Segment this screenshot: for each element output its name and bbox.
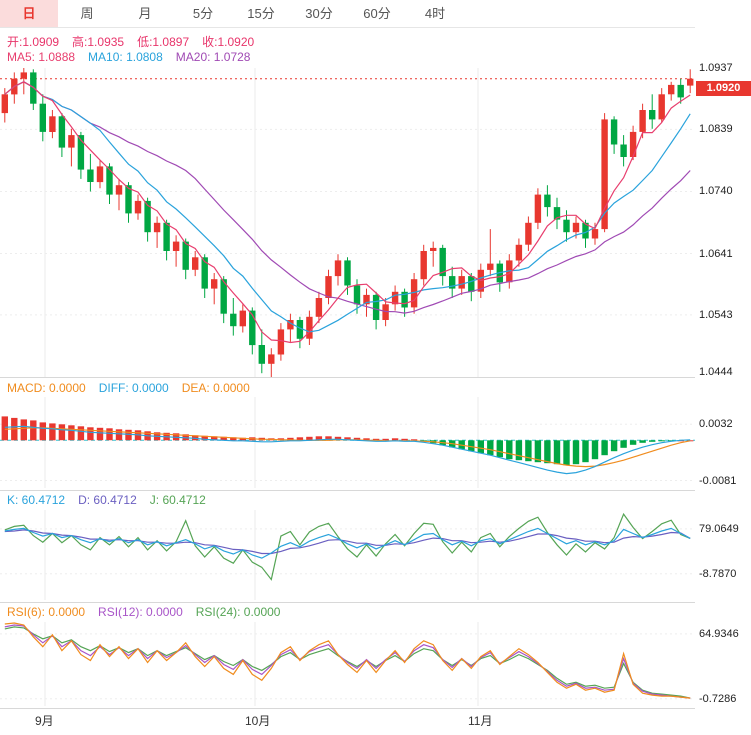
rsi-axis-label: -0.7286: [699, 693, 737, 705]
panel-divider: [0, 490, 751, 491]
macd-axis-label: 0.0032: [699, 418, 733, 430]
low-value: 低:1.0897: [137, 35, 190, 49]
kdj-legend-row: K: 60.4712 D: 60.4712 J: 60.4712: [7, 493, 219, 507]
d-value: D: 60.4712: [78, 493, 137, 507]
x-axis-label: 11月: [468, 714, 493, 728]
kdj-axis-label: 79.0649: [699, 523, 739, 535]
price-axis-label: 1.0839: [699, 123, 733, 135]
tab-月[interactable]: 月: [138, 6, 152, 21]
kdj-axis-label: -8.7870: [699, 568, 737, 580]
tab-周[interactable]: 周: [80, 6, 94, 21]
close-value: 收:1.0920: [202, 35, 255, 49]
price-axis-label: 1.0937: [699, 62, 733, 74]
tab-5分[interactable]: 5分: [192, 6, 214, 21]
open-value: 开:1.0909: [7, 35, 60, 49]
price-axis-label: 1.0444: [699, 366, 733, 378]
x-axis-label: 10月: [245, 714, 271, 728]
diff-value: DIFF: 0.0000: [98, 381, 169, 395]
panel-divider: [0, 602, 751, 603]
tab-15分[interactable]: 15分: [247, 6, 275, 21]
macd-chart[interactable]: [0, 397, 695, 488]
rsi-chart[interactable]: [0, 622, 695, 706]
x-axis-divider: [0, 708, 751, 709]
ma10-value: MA10: 1.0808: [88, 50, 163, 64]
x-axis-label: 9月: [35, 714, 54, 728]
panel-divider: [0, 377, 751, 378]
ma5-value: MA5: 1.0888: [7, 50, 76, 64]
price-axis-label: 1.0641: [699, 248, 733, 260]
tab-4时[interactable]: 4时: [424, 6, 446, 21]
ohlc-info-row: 开:1.0909 高:1.0935 低:1.0897 收:1.0920: [7, 33, 267, 50]
tab-日[interactable]: 日: [0, 0, 58, 27]
rsi-axis-label: 64.9346: [699, 628, 739, 640]
macd-value: MACD: 0.0000: [7, 381, 86, 395]
price-axis-label: 1.0543: [699, 309, 733, 321]
candlestick-chart[interactable]: [0, 68, 695, 377]
tab-60分[interactable]: 60分: [363, 6, 391, 21]
kdj-chart[interactable]: [0, 510, 695, 600]
macd-axis-label: -0.0081: [699, 475, 737, 487]
rsi24-value: RSI(24): 0.0000: [195, 605, 281, 619]
rsi12-value: RSI(12): 0.0000: [98, 605, 183, 619]
price-axis-column: 1.0937 1.0839 1.0740 1.0641 1.0543 1.0444 0.00…: [695, 0, 751, 735]
dea-value: DEA: 0.0000: [181, 381, 250, 395]
ma-info-row: MA5: 1.0888 MA10: 1.0808 MA20: 1.0728: [7, 50, 263, 64]
timeframe-tabbar: 日 周 月 5分 15分 30分 60分 4时: [0, 0, 751, 28]
tab-30分[interactable]: 30分: [305, 6, 333, 21]
current-price-tag: 1.0920: [696, 81, 751, 96]
high-value: 高:1.0935: [72, 35, 125, 49]
rsi6-value: RSI(6): 0.0000: [7, 605, 86, 619]
macd-legend-row: MACD: 0.0000 DIFF: 0.0000 DEA: 0.0000: [7, 381, 263, 395]
ma20-value: MA20: 1.0728: [175, 50, 251, 64]
j-value: J: 60.4712: [149, 493, 206, 507]
price-axis-label: 1.0740: [699, 185, 733, 197]
k-value: K: 60.4712: [7, 493, 66, 507]
rsi-legend-row: RSI(6): 0.0000 RSI(12): 0.0000 RSI(24): 0.…: [7, 605, 293, 619]
